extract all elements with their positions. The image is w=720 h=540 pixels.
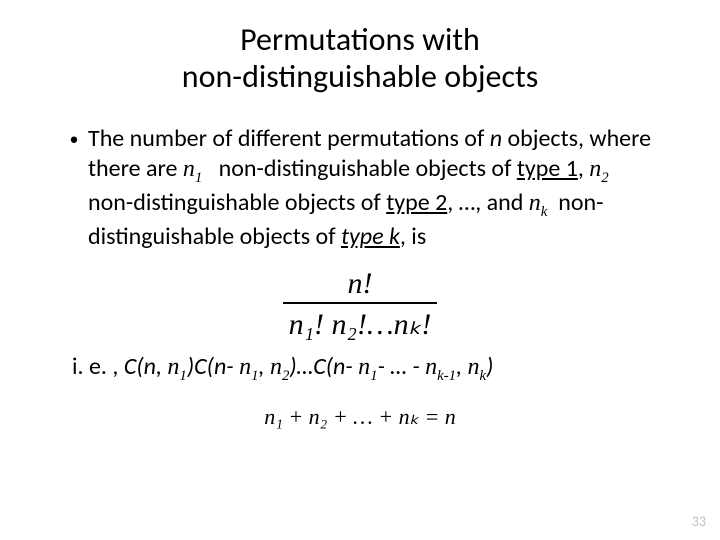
title-line-1: Permutations with — [240, 20, 480, 59]
sym-base: n — [529, 190, 541, 216]
sym-base: n — [239, 354, 251, 380]
c-seg: , — [456, 352, 467, 381]
sym-sub: 1 — [370, 367, 377, 383]
title-line-2: non-distinguishable objects — [182, 57, 538, 96]
bullet-mark: • — [60, 124, 88, 253]
sym-sub: k — [541, 204, 548, 220]
sym-nk: nk — [529, 190, 548, 216]
page-number: 33 — [692, 513, 706, 530]
ie-lead: i. e. , — [72, 352, 124, 381]
slide-title: Permutations with non-distinguishable ob… — [60, 22, 660, 96]
sym: nk-1 — [425, 354, 456, 380]
bullet-item: • The number of different permutations o… — [60, 124, 660, 253]
c-seg: ) — [486, 352, 493, 381]
sym-base: n — [183, 156, 195, 182]
sym-sub: 2 — [601, 170, 608, 186]
ie-line: i. e. , C(n, n1)C(n- n1, n2)…C(n- n1- … … — [72, 351, 660, 386]
text-seg: non-distinguishable objects of — [213, 154, 517, 183]
sym: n2 — [270, 354, 289, 380]
c-seg: - … - — [378, 352, 426, 381]
sym-base: n — [425, 354, 437, 380]
fraction-numerator: n! — [283, 267, 438, 302]
type-1: type 1 — [517, 154, 578, 183]
sym-n2: n2 — [589, 156, 608, 182]
c-seg: C(n- — [313, 352, 358, 381]
formula-block: n! n₁! n₂!…nₖ! — [60, 267, 660, 341]
text-seg: , is — [400, 222, 426, 251]
c-term: C(n, n1) — [124, 352, 194, 381]
c-seg: C(n, — [124, 352, 168, 381]
sym: n1 — [239, 354, 258, 380]
slide: Permutations with non-distinguishable ob… — [0, 0, 720, 540]
text-seg: , …, and — [447, 188, 529, 217]
sum-equation: n₁ + n₂ + … + nₖ = n — [60, 404, 660, 430]
fraction: n! n₁! n₂!…nₖ! — [283, 267, 438, 341]
c-term: C(n- n1, n2)… — [194, 352, 313, 381]
sym-base: n — [589, 156, 601, 182]
sym-base: n — [468, 354, 480, 380]
sym: n1 — [167, 354, 186, 380]
sym-base: n — [270, 354, 282, 380]
fraction-denominator: n₁! n₂!…nₖ! — [283, 302, 438, 341]
sym-n1: n1 — [183, 156, 202, 182]
sym-sub: 1 — [179, 367, 186, 383]
type-k: type k — [341, 222, 400, 251]
c-seg: C(n- — [194, 352, 239, 381]
text-seg: The number of different permutations of — [88, 124, 490, 153]
sym-base: n — [358, 354, 370, 380]
type-2: type 2 — [386, 188, 447, 217]
c-seg: , — [259, 352, 270, 381]
sym-sub: k-1 — [437, 367, 456, 383]
var-n: n — [490, 124, 502, 153]
sym-base: n — [167, 354, 179, 380]
sym-sub: 1 — [251, 367, 258, 383]
c-term: C(n- n1- … - nk-1, nk) — [313, 352, 493, 381]
sym: n1 — [358, 354, 377, 380]
sym: nk — [468, 354, 487, 380]
c-seg: )… — [289, 352, 313, 381]
text-seg: , — [578, 154, 589, 183]
sym-sub: 1 — [195, 170, 202, 186]
bullet-body: The number of different permutations of … — [88, 124, 660, 253]
text-seg: non-distinguishable objects of — [88, 188, 386, 217]
